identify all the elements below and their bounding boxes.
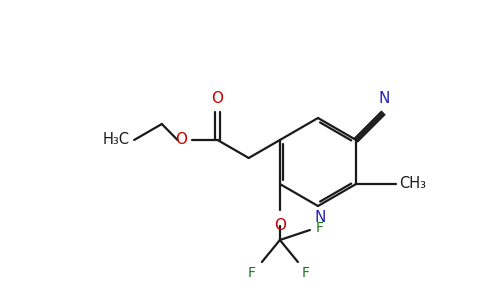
Text: CH₃: CH₃ [399, 176, 426, 191]
Text: O: O [274, 218, 286, 233]
Text: N: N [314, 210, 326, 225]
Text: F: F [316, 221, 324, 235]
Text: O: O [212, 91, 224, 106]
Text: F: F [248, 266, 256, 280]
Text: H₃C: H₃C [103, 133, 130, 148]
Text: F: F [302, 266, 310, 280]
Text: O: O [176, 133, 187, 148]
Text: N: N [378, 91, 390, 106]
